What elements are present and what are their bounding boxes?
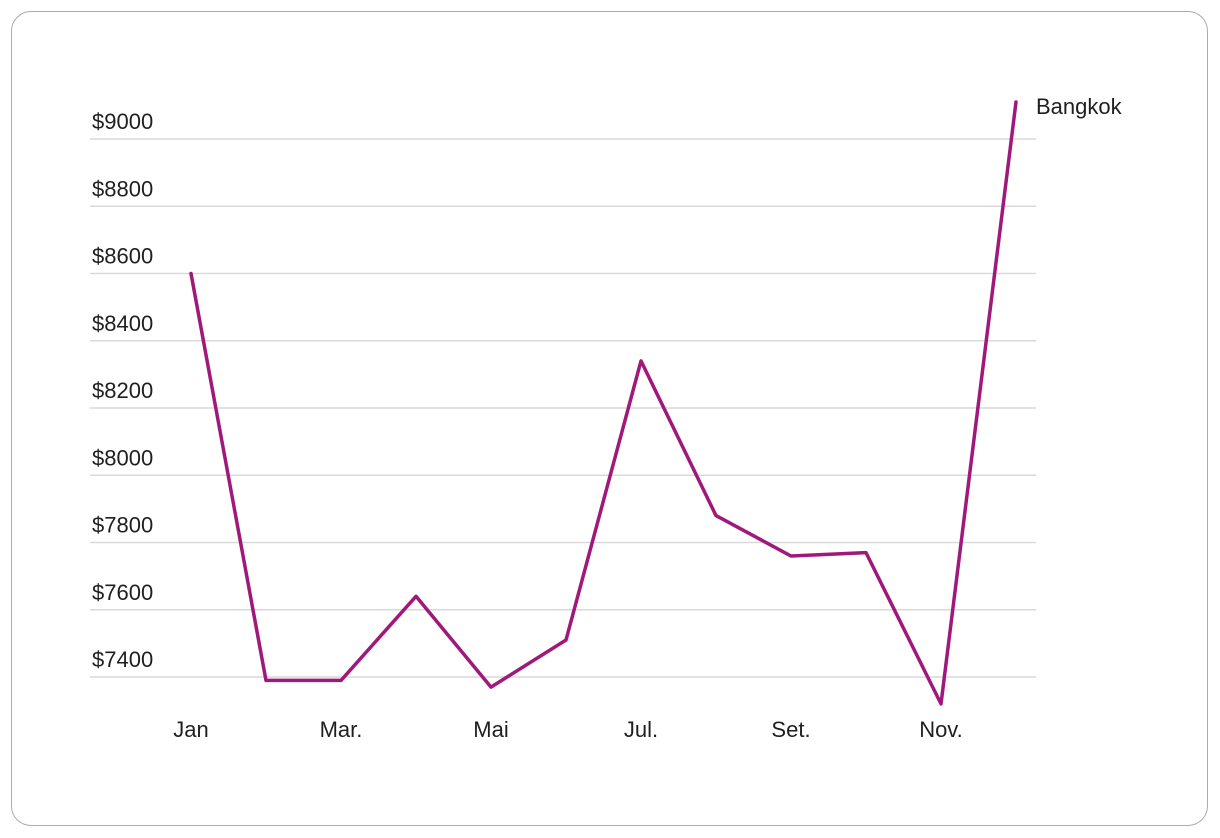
series-labels: Bangkok [1036, 94, 1123, 119]
x-tick-label: Mai [473, 717, 508, 742]
y-axis-tick-labels: $9000 $8800 $8600 $8400 $8200 $8000 $7800 $7600… [92, 109, 153, 672]
series-label: Bangkok [1036, 94, 1123, 119]
x-axis-tick-labels: Jan Mar. Mai Jul. Set. Nov. [173, 717, 963, 742]
series-line [189, 100, 1018, 706]
y-tick-label: $8800 [92, 176, 153, 201]
x-tick-label: Nov. [919, 717, 963, 742]
x-tick-label: Jul. [624, 717, 658, 742]
y-tick-label: $8200 [92, 378, 153, 403]
y-tick-label: $9000 [92, 109, 153, 134]
y-tick-label: $8400 [92, 311, 153, 336]
x-tick-label: Jan [173, 717, 208, 742]
y-tick-label: $7400 [92, 647, 153, 672]
y-tick-label: $8600 [92, 244, 153, 269]
series-lines [189, 100, 1018, 706]
y-tick-label: $7800 [92, 513, 153, 538]
y-tick-label: $8000 [92, 445, 153, 470]
x-tick-label: Set. [771, 717, 810, 742]
x-tick-label: Mar. [320, 717, 363, 742]
y-tick-label: $7600 [92, 580, 153, 605]
chart-card [11, 11, 1208, 826]
grid-lines [90, 138, 1036, 678]
